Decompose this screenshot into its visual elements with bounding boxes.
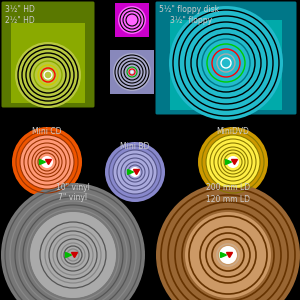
Circle shape [169,6,283,120]
Bar [11,23,85,103]
Text: Mini BD: Mini BD [120,142,150,151]
Circle shape [1,183,145,300]
Circle shape [12,127,82,197]
Circle shape [206,135,260,189]
Text: Mini CD: Mini CD [32,127,62,136]
Polygon shape [65,253,71,257]
Circle shape [15,42,81,108]
Text: 5½" floppy disk: 5½" floppy disk [159,5,219,14]
Circle shape [41,156,53,168]
Circle shape [185,212,271,298]
Polygon shape [128,169,134,175]
Circle shape [30,212,116,298]
Circle shape [20,135,74,189]
Text: 10" vinyl: 10" vinyl [56,183,90,192]
Circle shape [130,167,140,177]
Text: MiniDVD: MiniDVD [217,127,249,136]
Polygon shape [46,160,52,164]
Polygon shape [71,253,77,257]
Circle shape [227,156,239,168]
Bar [170,20,282,110]
Circle shape [156,183,300,300]
Polygon shape [226,253,232,257]
Bar [110,50,154,94]
FancyBboxPatch shape [155,2,296,115]
Circle shape [118,6,146,34]
Text: 3½" HD: 3½" HD [5,5,35,14]
Circle shape [113,53,151,91]
Polygon shape [40,160,46,164]
Circle shape [113,150,157,194]
Circle shape [198,127,268,197]
Text: 2½" HD: 2½" HD [5,16,35,25]
Bar [115,3,149,37]
Text: 3½" floppy: 3½" floppy [170,16,212,25]
Polygon shape [232,160,238,164]
FancyBboxPatch shape [2,2,94,107]
Text: 120 mm LD: 120 mm LD [206,195,250,204]
Polygon shape [220,253,226,257]
Text: 7" vinyl: 7" vinyl [58,193,88,202]
Polygon shape [134,169,140,175]
Circle shape [219,246,237,264]
Circle shape [70,252,76,258]
Text: 200 mm LD: 200 mm LD [206,183,250,192]
Polygon shape [226,160,232,164]
Circle shape [105,142,165,202]
